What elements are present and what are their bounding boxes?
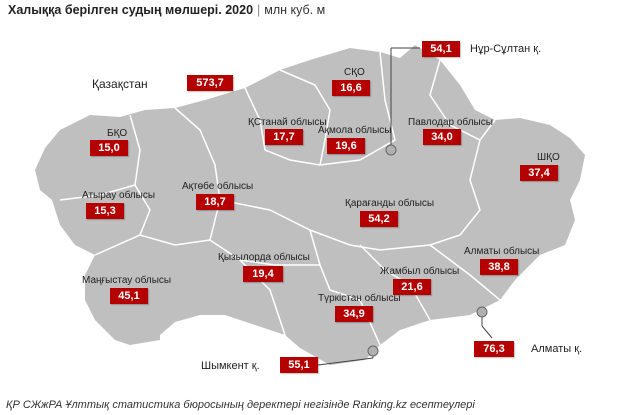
total-label: Қазақстан [92,77,148,91]
region-borders [59,51,501,346]
region-value-almaty-region: 38,8 [480,259,518,275]
shymkent-marker [367,345,379,357]
title-unit: млн куб. м [264,3,326,17]
region-label-shko: ШҚО [537,152,560,163]
region-label-aktobe: Ақтөбе облысы [182,181,254,192]
region-value-atyrau: 15,3 [86,203,124,219]
region-value-shko: 37,4 [520,165,558,181]
city-value-shymkent: 55,1 [280,357,318,373]
region-label-karaganda: Қарағанды облысы [345,198,435,209]
total-value: 573,7 [187,75,233,91]
region-value-pavlodar: 34,0 [423,129,461,145]
region-label-bko: БҚО [107,128,128,139]
region-label-sko: СҚО [344,67,365,78]
region-value-kostanay: 17,7 [265,129,303,145]
city-label-almaty: Алматы қ. [531,343,583,355]
nur-sultan-marker [385,144,397,156]
city-label-nur-sultan: Нұр-Сұлтан қ. [470,43,542,55]
region-value-turkistan: 34,9 [335,306,373,322]
city-label-shymkent: Шымкент қ. [201,360,260,372]
region-label-mangystau: Маңғыстау облысы [82,275,172,286]
region-label-turkistan: Түркістан облысы [318,293,401,304]
region-value-akmola: 19,6 [327,138,365,154]
title-main: Халыққа берілген судың мөлшері. 2020 [8,3,254,17]
region-value-bko: 15,0 [90,140,128,156]
region-value-mangystau: 45,1 [110,288,148,304]
region-value-karaganda: 54,2 [360,211,398,227]
region-label-kyzylorda: Қызылорда облысы [218,252,310,263]
region-label-zhambyl: Жамбыл облысы [380,266,460,277]
almaty-city-marker [476,306,488,318]
source-footer: ҚР СЖжРА Ұлттық статистика бюросының дер… [6,399,475,411]
region-value-kyzylorda: 19,4 [243,266,283,282]
region-label-pavlodar: Павлодар облысы [408,117,493,128]
region-value-sko: 16,6 [332,80,370,96]
region-value-aktobe: 18,7 [196,194,234,210]
city-value-nur-sultan: 54,1 [422,41,460,57]
title-separator: | [257,3,261,17]
country-shape [35,45,585,365]
region-label-akmola: Ақмола облысы [318,125,392,136]
chart-title: Халыққа берілген судың мөлшері. 2020 | млн… [8,3,325,17]
region-label-almaty-region: Алматы облысы [464,246,540,257]
region-label-kostanay: ҚСтанай облысы [248,117,327,128]
region-value-zhambyl: 21,6 [393,279,431,295]
region-label-atyrau: Атырау облысы [82,190,156,201]
city-value-almaty: 76,3 [474,341,514,357]
